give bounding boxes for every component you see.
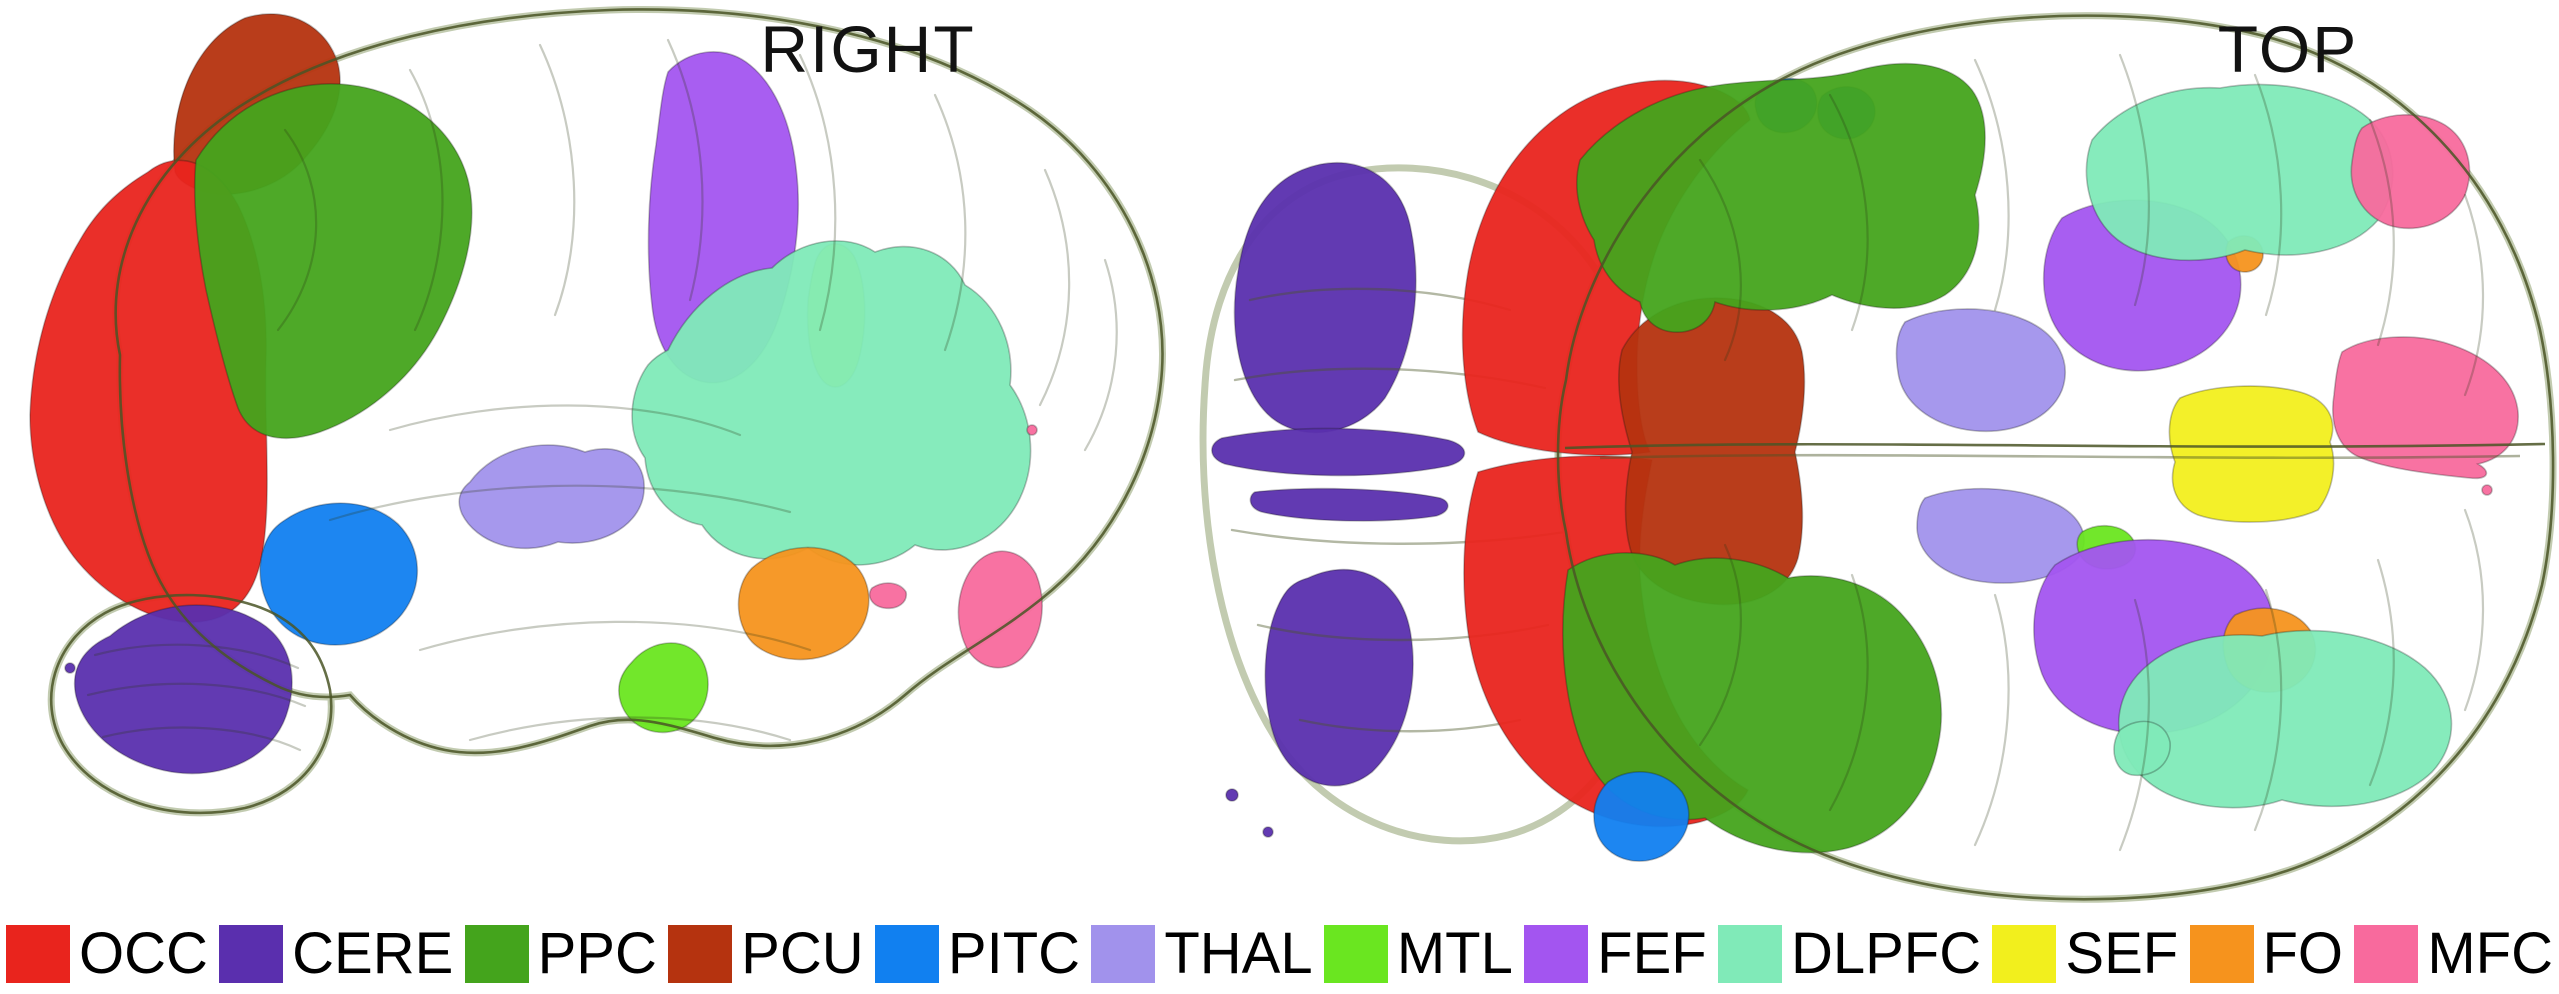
region-mtl-lateral — [618, 642, 709, 734]
legend-label-pitc: PITC — [947, 921, 1081, 986]
region-mfc-dash-lateral — [868, 582, 908, 610]
legend-swatch-pcu — [668, 925, 733, 983]
legend-swatch-pitc — [874, 925, 939, 983]
lateral-view: RIGHT — [29, 6, 1167, 817]
legend-swatch-ppc — [464, 925, 529, 983]
legend-swatch-cere — [219, 925, 284, 983]
legend-swatch-thal — [1091, 925, 1156, 983]
lateral-regions — [29, 13, 1043, 775]
legend-label-occ: OCC — [79, 921, 208, 986]
legend-label-pcu: PCU — [741, 921, 864, 986]
region-cere-top-streak1 — [1211, 427, 1466, 477]
region-mfc-top-upper — [2350, 114, 2471, 230]
legend-item-fo: FO — [2189, 921, 2344, 986]
region-pitc-lateral — [259, 502, 419, 646]
region-cere-speck — [64, 662, 76, 674]
top-midline-fissure-2 — [1599, 453, 2521, 460]
legend-label-fef: FEF — [1597, 921, 1707, 986]
region-dlpfc-lateral — [631, 240, 1032, 566]
region-cere-top-speck2 — [1262, 826, 1274, 838]
legend-label-dlpfc: DLPFC — [1790, 921, 1982, 986]
legend-item-pitc: PITC — [874, 921, 1081, 986]
lateral-cerebellum-edge — [49, 593, 333, 815]
region-ppc-top-upper — [1576, 62, 1986, 333]
region-dlpfc-top-lower — [2117, 629, 2453, 809]
legend-swatch-sef — [1992, 925, 2057, 983]
legend-swatch-mtl — [1323, 925, 1388, 983]
legend-label-mfc: MFC — [2427, 921, 2553, 986]
region-cere-lateral — [73, 604, 293, 775]
legend-item-occ: OCC — [6, 925, 208, 983]
view-title-right: RIGHT — [760, 12, 975, 86]
legend-label-mtl: MTL — [1396, 921, 1513, 986]
legend-swatch-mfc — [2354, 925, 2419, 983]
top-cerebrum-edge — [1556, 14, 2555, 901]
lateral-cerebrum-edge — [114, 8, 1164, 755]
region-thal-top-upper — [1895, 308, 2066, 432]
legend-label-fo: FO — [2262, 921, 2344, 986]
top-view: TOP — [1199, 12, 2557, 903]
legend-item-mfc: MFC — [2354, 925, 2553, 983]
legend-item-dlpfc: DLPFC — [1717, 921, 1982, 986]
region-sef-top — [2168, 385, 2335, 523]
legend-item-cere: CERE — [219, 925, 453, 983]
legend-swatch-fef — [1524, 925, 1589, 983]
top-sulci — [1698, 53, 2485, 852]
region-mfc-lateral — [957, 550, 1043, 669]
region-dlpfc-top-upper — [2085, 83, 2394, 262]
legend-swatch-occ — [6, 925, 70, 983]
legend-item-mtl: MTL — [1323, 921, 1513, 986]
legend: OCC CERE PPC PCU PITC THAL MTL FEF DLPFC… — [0, 918, 2559, 990]
region-mfc-top-dot — [2481, 484, 2493, 496]
region-cere-top-lower — [1264, 568, 1414, 787]
legend-item-sef: SEF — [1992, 925, 2178, 983]
legend-label-sef: SEF — [2065, 921, 2179, 986]
region-cere-top-streak2 — [1249, 487, 1449, 522]
region-ppc-lateral — [193, 83, 473, 439]
top-regions — [1461, 62, 2519, 862]
legend-label-cere: CERE — [292, 921, 454, 986]
region-mfc-top-midline — [2332, 336, 2519, 480]
legend-item-fef: FEF — [1524, 925, 1707, 983]
brain-figure-svg: RIGHT — [29, 6, 2557, 903]
legend-item-thal: THAL — [1091, 921, 1313, 986]
legend-item-pcu: PCU — [668, 921, 864, 986]
top-midline-fissure — [1564, 442, 2546, 450]
legend-swatch-fo — [2189, 925, 2254, 983]
legend-label-thal: THAL — [1164, 921, 1313, 986]
region-cere-top-speck1 — [1225, 788, 1239, 802]
view-title-top: TOP — [2218, 12, 2358, 86]
region-fo-lateral — [737, 546, 870, 661]
legend-swatch-dlpfc — [1717, 925, 1782, 983]
legend-item-ppc: PPC — [464, 921, 657, 986]
lateral-sulci — [86, 38, 1118, 752]
legend-label-ppc: PPC — [537, 921, 657, 986]
region-dlpfc-top-lower-tongue — [2113, 720, 2171, 777]
top-cere-regions — [1211, 161, 1466, 838]
region-thal-lateral — [458, 444, 645, 550]
region-pitc-top-lower — [1593, 771, 1690, 862]
region-mfc-dot-lateral — [1026, 424, 1038, 436]
